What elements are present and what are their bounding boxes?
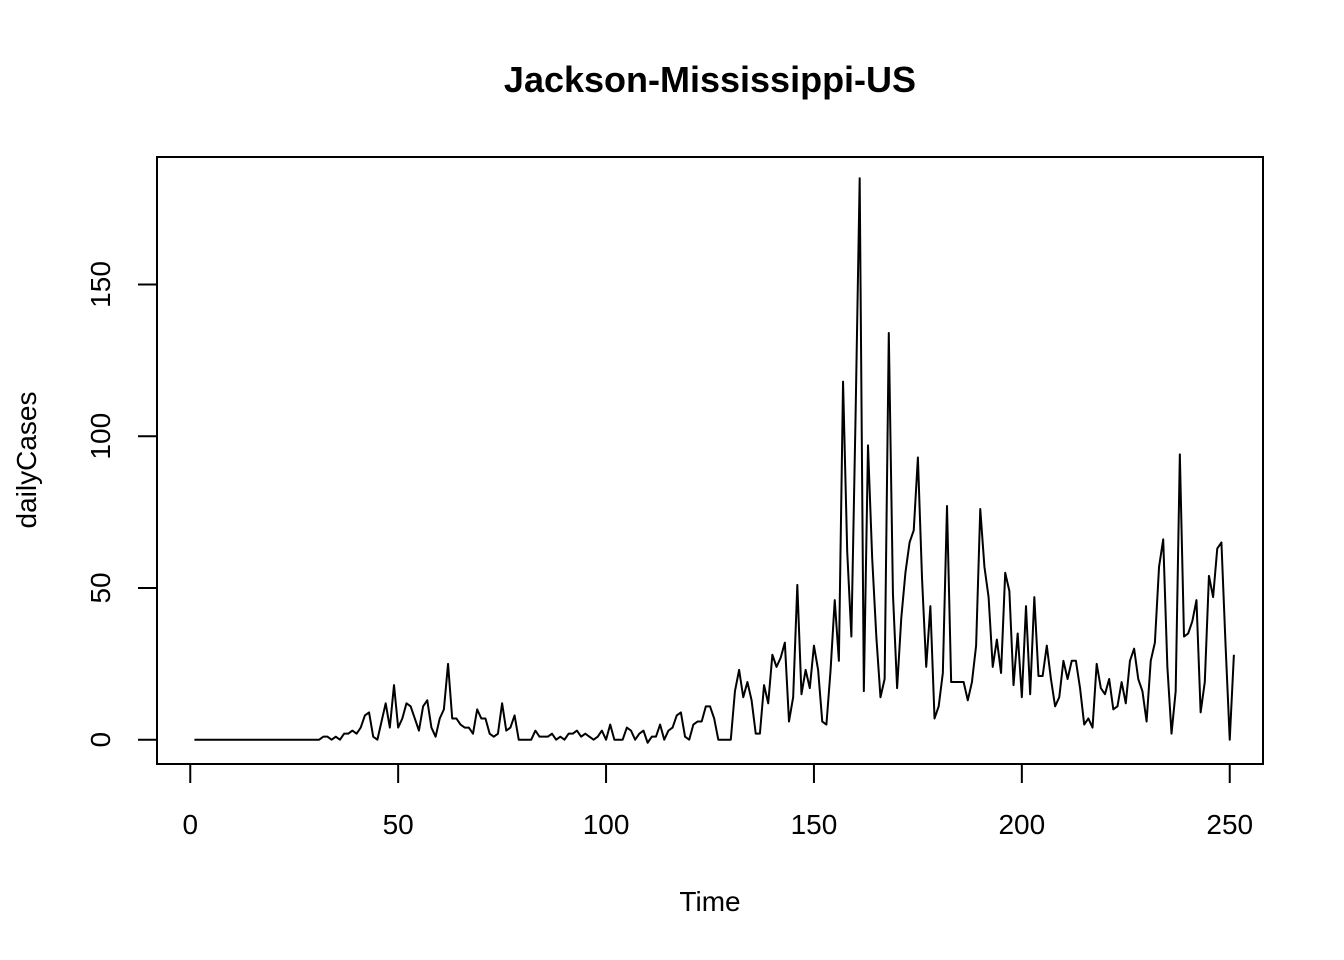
series-line bbox=[194, 177, 1235, 744]
x-axis: 0 50 100 150 200 250 bbox=[182, 763, 1253, 840]
x-axis-label: Time bbox=[679, 886, 740, 917]
x-tick-label: 0 bbox=[182, 809, 198, 840]
x-tick-label: 250 bbox=[1206, 809, 1253, 840]
chart-title: Jackson-Mississippi-US bbox=[504, 59, 916, 100]
y-tick-label: 50 bbox=[85, 572, 116, 603]
y-tick-label: 100 bbox=[85, 413, 116, 460]
x-tick-label: 150 bbox=[791, 809, 838, 840]
y-tick-label: 0 bbox=[85, 732, 116, 748]
y-axis-label: dailyCases bbox=[11, 392, 42, 529]
x-tick-label: 200 bbox=[998, 809, 1045, 840]
x-tick-label: 50 bbox=[383, 809, 414, 840]
y-axis: 0 50 100 150 bbox=[85, 261, 158, 748]
x-tick-label: 100 bbox=[583, 809, 630, 840]
plot-area-frame bbox=[156, 156, 1264, 765]
y-tick-label: 150 bbox=[85, 261, 116, 308]
